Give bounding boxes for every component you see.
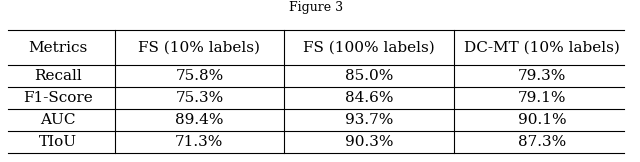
Text: AUC: AUC <box>40 113 76 127</box>
Text: 79.1%: 79.1% <box>518 91 566 105</box>
Text: 90.3%: 90.3% <box>345 135 394 149</box>
Text: 84.6%: 84.6% <box>345 91 394 105</box>
Text: 87.3%: 87.3% <box>518 135 566 149</box>
Text: 75.8%: 75.8% <box>175 69 223 83</box>
Text: TIoU: TIoU <box>39 135 77 149</box>
Text: 89.4%: 89.4% <box>175 113 224 127</box>
Text: Metrics: Metrics <box>28 40 88 55</box>
Text: FS (100% labels): FS (100% labels) <box>303 40 435 55</box>
Text: 90.1%: 90.1% <box>518 113 566 127</box>
Text: 93.7%: 93.7% <box>345 113 394 127</box>
Text: F1-Score: F1-Score <box>23 91 93 105</box>
Text: 85.0%: 85.0% <box>345 69 394 83</box>
Text: 71.3%: 71.3% <box>175 135 223 149</box>
Text: DC-MT (10% labels): DC-MT (10% labels) <box>464 40 620 55</box>
Text: Figure 3: Figure 3 <box>289 1 343 14</box>
Text: FS (10% labels): FS (10% labels) <box>138 40 260 55</box>
Text: 75.3%: 75.3% <box>175 91 223 105</box>
Text: Recall: Recall <box>34 69 82 83</box>
Text: 79.3%: 79.3% <box>518 69 566 83</box>
